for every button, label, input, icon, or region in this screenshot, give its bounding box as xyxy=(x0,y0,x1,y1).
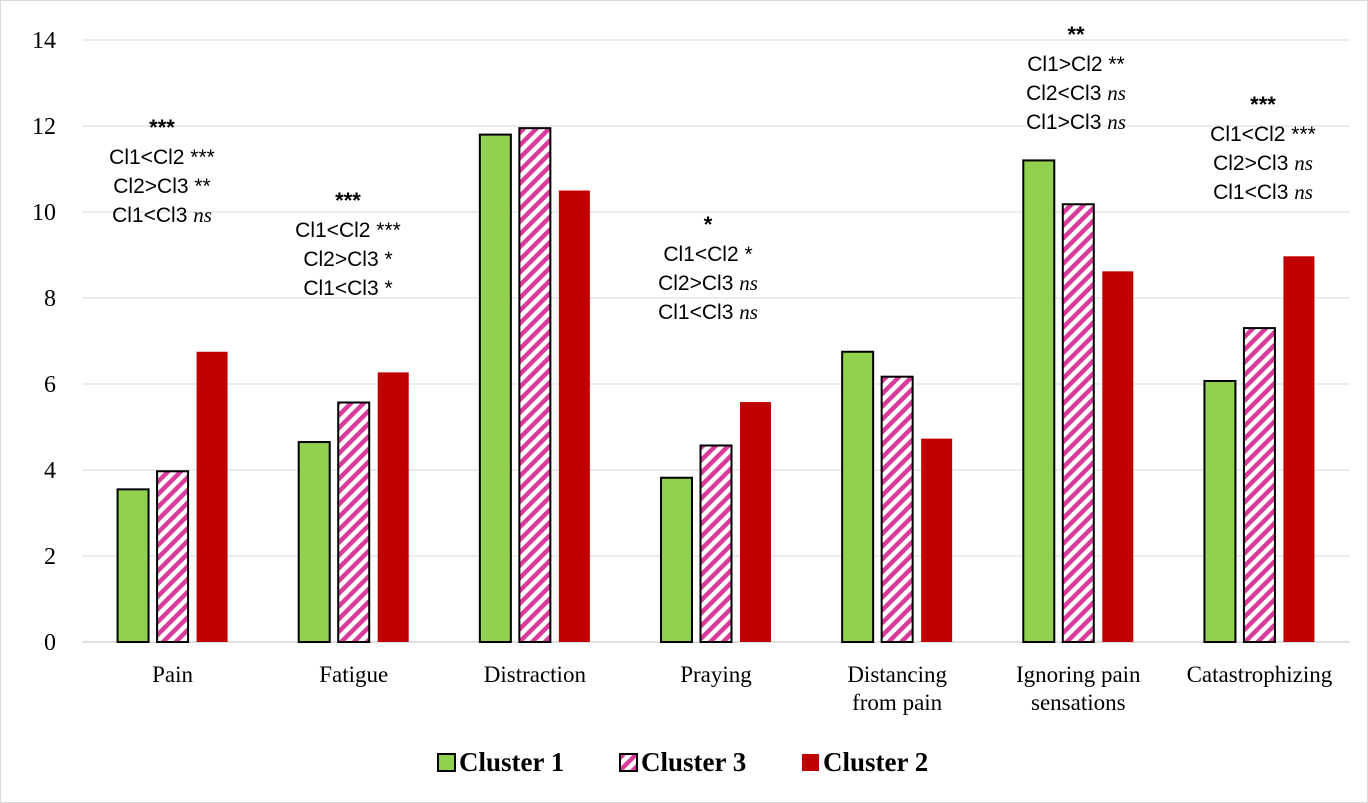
pairwise-comparison: Cl1<Cl3 ns xyxy=(1213,180,1313,204)
y-tick-label: 2 xyxy=(44,544,56,570)
bar-cluster-1 xyxy=(660,476,693,643)
pairwise-comparison: Cl1<Cl2 *** xyxy=(109,146,215,169)
x-axis-labels: Pain Fatigue Distraction Praying Distancing f… xyxy=(152,662,1333,715)
pairwise-comparison: Cl1>Cl2 ** xyxy=(1027,53,1124,76)
x-tick-label: Distancing from pain xyxy=(847,662,947,715)
y-tick-label: 12 xyxy=(32,114,56,140)
significance-stars: *** xyxy=(1250,92,1276,117)
bar-cluster-2 xyxy=(558,190,590,642)
legend-swatch xyxy=(437,753,456,772)
pairwise-comparison: Cl1<Cl3 ns xyxy=(112,203,212,227)
pairwise-comparison: Cl1<Cl2 *** xyxy=(295,219,401,242)
bar-cluster-3 xyxy=(337,401,371,643)
pairwise-comparison: Cl1<Cl2 * xyxy=(663,243,752,266)
legend-label: Cluster 3 xyxy=(641,747,746,777)
pairwise-comparison: Cl2<Cl3 ns xyxy=(1026,81,1126,105)
bar-cluster-1 xyxy=(1022,159,1056,643)
pairwise-comparison: Cl1<Cl3 * xyxy=(303,277,392,300)
x-tick-label: Catastrophizing xyxy=(1187,662,1333,687)
y-tick-label: 6 xyxy=(44,372,56,398)
significance-stars: * xyxy=(704,212,713,237)
legend-label: Cluster 1 xyxy=(459,747,564,777)
bar-cluster-2 xyxy=(196,351,228,642)
y-tick-label: 14 xyxy=(32,28,56,54)
legend-label: Cluster 2 xyxy=(823,747,928,777)
bars xyxy=(116,127,1315,644)
y-tick-label: 0 xyxy=(44,630,56,656)
pairwise-comparison: Cl1>Cl3 ns xyxy=(1026,110,1126,134)
bar-cluster-3 xyxy=(699,444,733,643)
bar-cluster-2 xyxy=(1102,271,1134,642)
x-tick-label: Fatigue xyxy=(319,662,388,687)
bar-cluster-1 xyxy=(841,350,875,643)
x-tick-label: Praying xyxy=(680,662,752,687)
pairwise-comparison: Cl1<Cl2 *** xyxy=(1210,123,1316,146)
bar-cluster-1 xyxy=(478,133,512,643)
bar-cluster-1 xyxy=(297,441,331,643)
bar-cluster-2 xyxy=(921,438,953,642)
y-tick-label: 4 xyxy=(44,458,56,484)
significance-stars: ** xyxy=(1067,22,1085,47)
pairwise-comparison: Cl2>Cl3 * xyxy=(303,248,392,271)
legend-swatch xyxy=(802,754,819,771)
y-tick-label: 8 xyxy=(44,286,56,312)
bar-cluster-3 xyxy=(1061,203,1095,643)
pairwise-comparison: Cl2>Cl3 ns xyxy=(658,271,758,295)
significance-annotations: ***Cl1<Cl2 ***Cl2>Cl3 **Cl1<Cl3 ns***Cl1… xyxy=(109,22,1316,324)
bar-cluster-2 xyxy=(377,372,409,642)
pairwise-comparison: Cl2>Cl3 ** xyxy=(113,175,210,198)
bar-cluster-2 xyxy=(1283,256,1315,642)
x-tick-label: Ignoring pain sensations xyxy=(1016,662,1141,715)
bar-cluster-1 xyxy=(116,488,150,643)
pairwise-comparison: Cl1<Cl3 ns xyxy=(658,300,758,324)
y-tick-label: 10 xyxy=(32,200,56,226)
significance-stars: *** xyxy=(335,188,361,213)
bar-cluster-3 xyxy=(156,470,190,644)
bar-cluster-3 xyxy=(880,375,914,643)
gridlines xyxy=(82,39,1350,643)
legend-swatch xyxy=(619,753,638,772)
x-tick-label: Distraction xyxy=(484,662,587,687)
bar-cluster-1 xyxy=(1203,379,1237,643)
bar-cluster-2 xyxy=(740,402,771,642)
pairwise-comparison: Cl2>Cl3 ns xyxy=(1213,151,1313,175)
legend: Cluster 1 Cluster 3 Cluster 2 xyxy=(437,747,928,777)
x-tick-label: Pain xyxy=(152,662,193,687)
bar-cluster-3 xyxy=(1242,327,1276,643)
bar-cluster-3 xyxy=(518,127,552,643)
significance-stars: *** xyxy=(149,115,175,140)
y-axis-ticks: 0 2 4 6 8 10 12 14 xyxy=(32,28,56,656)
